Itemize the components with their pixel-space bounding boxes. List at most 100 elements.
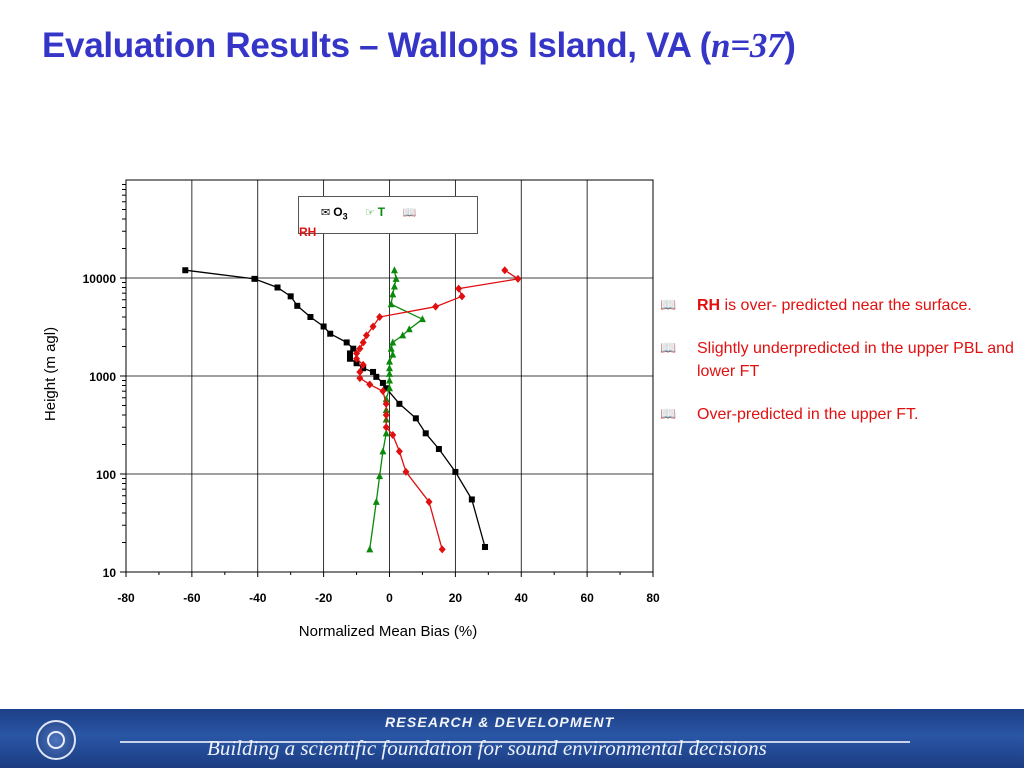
data-point — [452, 468, 459, 475]
data-point — [382, 429, 390, 437]
data-point — [402, 467, 410, 476]
title-sample-size: n=37 — [711, 26, 785, 65]
data-point — [514, 274, 522, 283]
data-point — [353, 360, 360, 367]
y-tick-label: 1000 — [89, 370, 116, 384]
data-point — [320, 323, 327, 330]
data-point — [389, 290, 397, 298]
data-point — [422, 430, 429, 437]
data-point — [356, 374, 364, 383]
legend-item-rh-label: RH — [299, 225, 317, 239]
data-point — [501, 266, 509, 275]
data-point — [387, 300, 395, 308]
data-point — [294, 302, 301, 309]
page-title: Evaluation Results – Wallops Island, VA … — [42, 26, 796, 65]
data-point — [251, 275, 258, 282]
data-point — [356, 344, 364, 353]
y-tick-label: 10 — [103, 566, 117, 580]
data-point — [412, 415, 419, 422]
legend-item-o3: ✉ O3 — [321, 205, 348, 222]
series-line-rh — [355, 269, 520, 550]
data-point — [399, 331, 407, 339]
data-point — [353, 349, 361, 358]
data-point — [386, 384, 393, 392]
data-point — [405, 325, 413, 333]
data-point — [390, 266, 398, 274]
data-point — [376, 312, 384, 321]
data-point — [390, 282, 398, 290]
data-point — [382, 395, 390, 403]
data-point — [376, 472, 384, 480]
series-t — [366, 266, 426, 553]
book-icon: 📖 — [660, 341, 677, 356]
data-point — [389, 338, 397, 346]
chart: -80 -60 -40 -20 0 20 40 60 80 10 100 1000 10000 Norm… — [42, 179, 660, 640]
footer-tagline: Building a scientific foundation for sou… — [207, 736, 767, 760]
chart-series — [182, 266, 522, 554]
data-point — [396, 400, 403, 407]
note-item: 📖 Over-predicted in the upper FT. — [660, 403, 1020, 426]
epa-seal-icon — [36, 720, 76, 760]
data-point — [379, 447, 387, 455]
series-o3 — [182, 267, 489, 550]
footer-divider — [120, 741, 910, 743]
series-rh — [353, 266, 522, 554]
note-item: 📖 Slightly underpredicted in the upper P… — [660, 337, 1020, 383]
data-point — [386, 369, 393, 377]
data-point — [386, 376, 393, 384]
data-point — [387, 344, 395, 352]
data-point — [366, 380, 374, 389]
data-point — [458, 292, 466, 301]
data-point — [359, 360, 367, 369]
data-point — [307, 313, 314, 320]
chart-legend: ✉ O3 ☞ T 📖 RH — [298, 196, 478, 239]
book-icon: 📖 — [402, 206, 417, 219]
x-tick-label: 0 — [386, 591, 393, 605]
data-point — [369, 322, 377, 331]
data-point — [395, 447, 403, 456]
series-line-t — [369, 270, 424, 550]
data-point — [350, 345, 357, 352]
data-point — [370, 368, 377, 375]
data-point — [418, 315, 426, 323]
data-point — [359, 338, 367, 347]
footer-banner: RESEARCH & DEVELOPMENT Building a scient… — [0, 709, 1024, 768]
x-tick-label: 80 — [646, 591, 660, 605]
x-tick-label: -60 — [183, 591, 201, 605]
data-point — [356, 367, 364, 376]
data-point — [386, 364, 393, 372]
data-point — [346, 355, 353, 362]
legend-item-t: ☞ T — [364, 205, 386, 219]
pointing-hand-icon: ☞ — [364, 206, 375, 219]
data-point — [468, 496, 475, 503]
data-point — [382, 399, 390, 408]
x-tick-label: -20 — [315, 591, 333, 605]
data-point — [372, 497, 380, 505]
data-point — [455, 284, 463, 293]
data-point — [366, 545, 374, 553]
x-tick-label: 60 — [580, 591, 594, 605]
y-tick-label: 100 — [96, 468, 116, 482]
data-point — [482, 543, 489, 550]
data-point — [383, 385, 390, 392]
data-point — [346, 350, 353, 357]
data-point — [389, 431, 397, 440]
data-point — [362, 331, 370, 340]
data-point — [379, 387, 387, 396]
x-axis-label: Normalized Mean Bias (%) — [299, 623, 477, 640]
data-point — [382, 410, 390, 419]
data-point — [438, 545, 446, 554]
data-point — [373, 373, 380, 380]
chart-tick-labels: -80 -60 -40 -20 0 20 40 60 80 10 100 1000 10000 — [83, 272, 660, 605]
note-item: 📖 RH is over- predicted near the surface… — [660, 294, 1020, 317]
footer-heading: RESEARCH & DEVELOPMENT — [385, 714, 615, 730]
x-tick-label: 20 — [449, 591, 463, 605]
data-point — [327, 330, 334, 337]
data-point — [392, 274, 400, 282]
notes-list: 📖 RH is over- predicted near the surface… — [660, 294, 1020, 446]
data-point — [382, 423, 390, 432]
x-tick-label: -40 — [249, 591, 267, 605]
data-point — [435, 445, 442, 452]
data-point — [274, 284, 281, 291]
data-point — [343, 339, 350, 346]
